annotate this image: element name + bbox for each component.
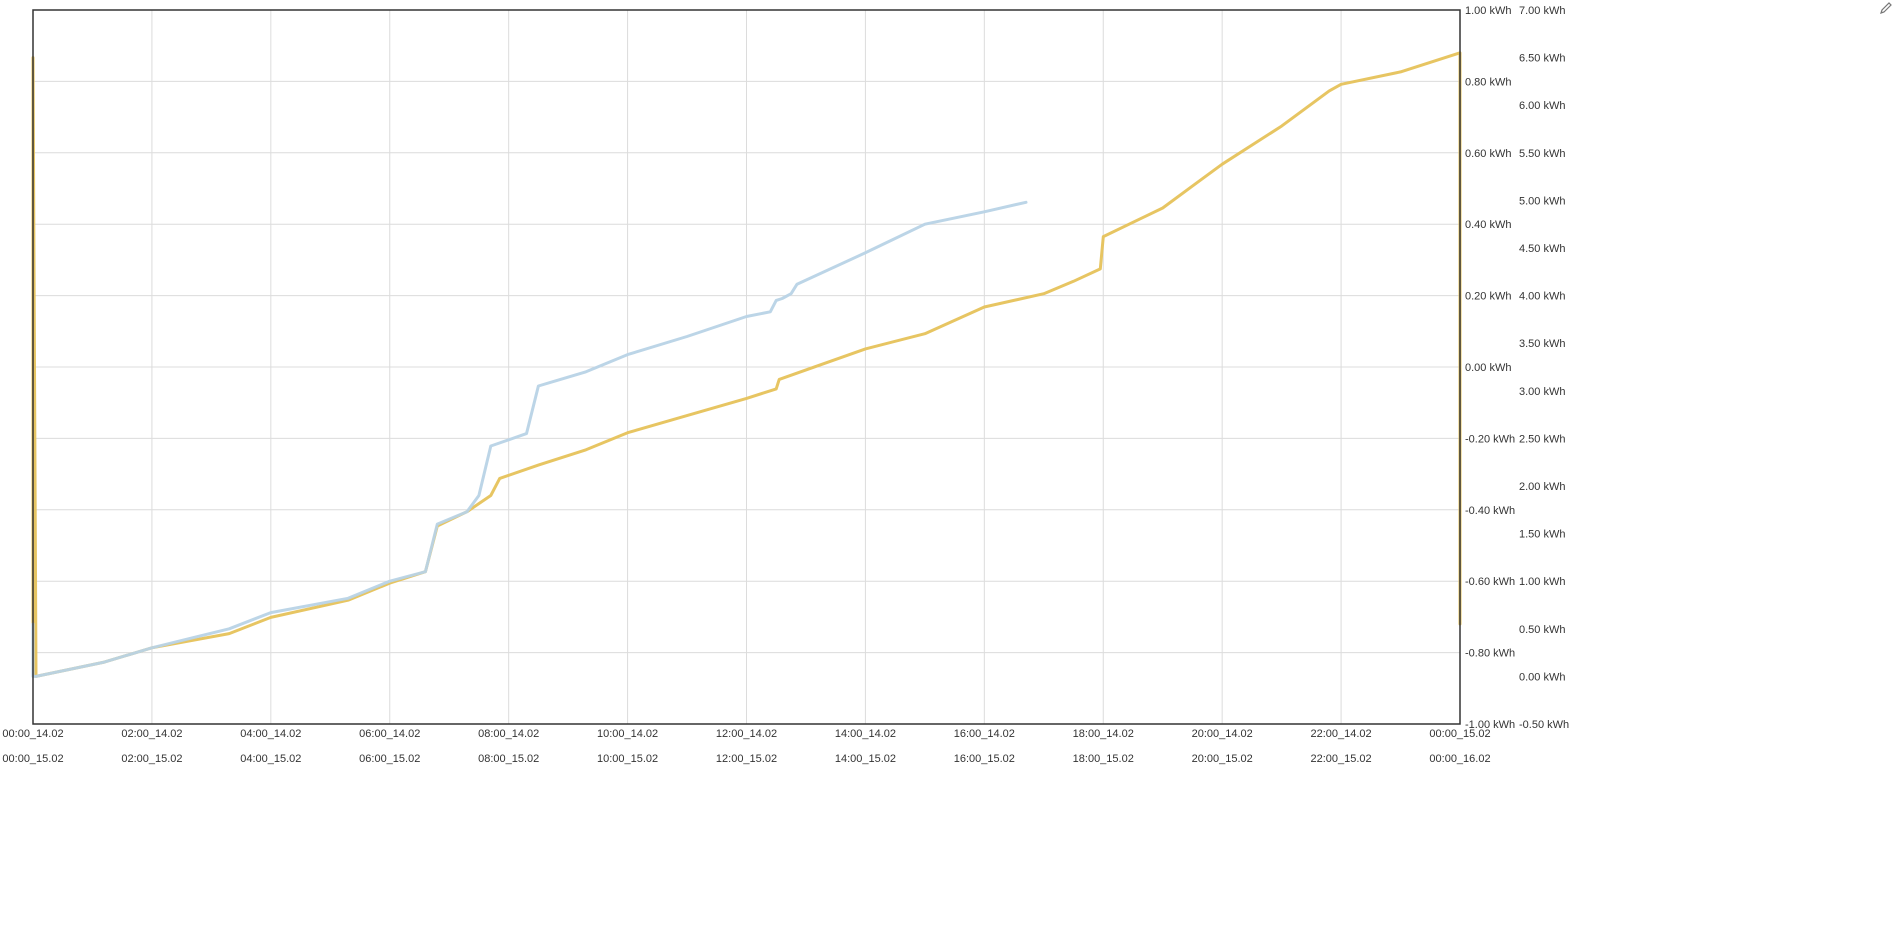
y-right-tick-label: 3.00 kWh: [1519, 386, 1565, 398]
x-tick-label-secondary: 14:00_15.02: [835, 753, 896, 765]
series-line-blue: [31, 200, 1028, 678]
series-line-yellow: [31, 51, 1462, 678]
x-tick-label: 06:00_14.02: [359, 728, 420, 740]
y-left-tick-label: -0.40 kWh: [1465, 505, 1515, 517]
x-tick-label-secondary: 02:00_15.02: [121, 753, 182, 765]
x-tick-label: 00:00_14.02: [2, 728, 63, 740]
series-group: [31, 51, 1462, 678]
x-tick-label-secondary: 18:00_15.02: [1073, 753, 1134, 765]
x-tick-label: 14:00_14.02: [835, 728, 896, 740]
y-left-tick-label: 0.60 kWh: [1465, 148, 1511, 160]
x-tick-label-secondary: 22:00_15.02: [1310, 753, 1371, 765]
y-right-tick-label: 5.00 kWh: [1519, 195, 1565, 207]
grid-lines: [33, 10, 1460, 724]
y-left-tick-label: -0.80 kWh: [1465, 648, 1515, 660]
y-right-tick-label: -0.50 kWh: [1519, 719, 1569, 731]
y-right-tick-label: 3.50 kWh: [1519, 338, 1565, 350]
y-left-tick-label: -0.60 kWh: [1465, 576, 1515, 588]
y-right-tick-label: 6.00 kWh: [1519, 100, 1565, 112]
y-left-tick-label: -0.20 kWh: [1465, 433, 1515, 445]
x-tick-label-secondary: 16:00_15.02: [954, 753, 1015, 765]
y-left-tick-label: 0.20 kWh: [1465, 291, 1511, 303]
y-right-tick-label: 6.50 kWh: [1519, 53, 1565, 65]
y-right-tick-label: 0.50 kWh: [1519, 624, 1565, 636]
y-left-tick-label: 0.00 kWh: [1465, 362, 1511, 374]
y-axis-right-ticks: 7.00 kWh 6.50 kWh 6.00 kWh 5.50 kWh 5.00 kWh…: [1519, 5, 1569, 731]
x-tick-label: 12:00_14.02: [716, 728, 777, 740]
x-tick-label-secondary: 10:00_15.02: [597, 753, 658, 765]
x-tick-label: 02:00_14.02: [121, 728, 182, 740]
y-right-tick-label: 1.00 kWh: [1519, 576, 1565, 588]
y-right-tick-label: 4.00 kWh: [1519, 291, 1565, 303]
x-tick-label: 16:00_14.02: [954, 728, 1015, 740]
x-tick-label: 20:00_14.02: [1192, 728, 1253, 740]
x-tick-label: 08:00_14.02: [478, 728, 539, 740]
y-left-tick-label: 0.80 kWh: [1465, 76, 1511, 88]
x-tick-label-secondary: 20:00_15.02: [1192, 753, 1253, 765]
y-left-tick-label: -1.00 kWh: [1465, 719, 1515, 731]
x-tick-label-secondary: 00:00_15.02: [2, 753, 63, 765]
y-axis-left-ticks: 1.00 kWh 0.80 kWh 0.60 kWh 0.40 kWh 0.20 kWh…: [1465, 5, 1515, 731]
x-tick-label-secondary: 00:00_16.02: [1429, 753, 1490, 765]
y-right-tick-label: 2.50 kWh: [1519, 433, 1565, 445]
x-axis-primary-ticks: 00:00_14.02 02:00_14.02 04:00_14.02 06:00_1…: [2, 728, 1490, 740]
x-tick-label: 04:00_14.02: [240, 728, 301, 740]
plot-area-border: [32, 9, 1461, 725]
x-tick-label: 22:00_14.02: [1310, 728, 1371, 740]
y-right-tick-label: 7.00 kWh: [1519, 5, 1565, 17]
x-tick-label: 18:00_14.02: [1073, 728, 1134, 740]
y-right-tick-label: 0.00 kWh: [1519, 671, 1565, 683]
x-tick-label: 00:00_15.02: [1429, 728, 1490, 740]
x-tick-label-secondary: 06:00_15.02: [359, 753, 420, 765]
y-left-tick-label: 1.00 kWh: [1465, 5, 1511, 17]
pencil-icon[interactable]: [1878, 0, 1894, 16]
x-axis-secondary-ticks: 00:00_15.02 02:00_15.02 04:00_15.02 06:00_1…: [2, 753, 1490, 765]
y-right-tick-label: 2.00 kWh: [1519, 481, 1565, 493]
x-tick-label-secondary: 12:00_15.02: [716, 753, 777, 765]
x-tick-label-secondary: 04:00_15.02: [240, 753, 301, 765]
x-tick-label-secondary: 08:00_15.02: [478, 753, 539, 765]
x-tick-label: 10:00_14.02: [597, 728, 658, 740]
y-right-tick-label: 5.50 kWh: [1519, 148, 1565, 160]
y-right-tick-label: 4.50 kWh: [1519, 243, 1565, 255]
y-right-tick-label: 1.50 kWh: [1519, 529, 1565, 541]
y-left-tick-label: 0.40 kWh: [1465, 219, 1511, 231]
